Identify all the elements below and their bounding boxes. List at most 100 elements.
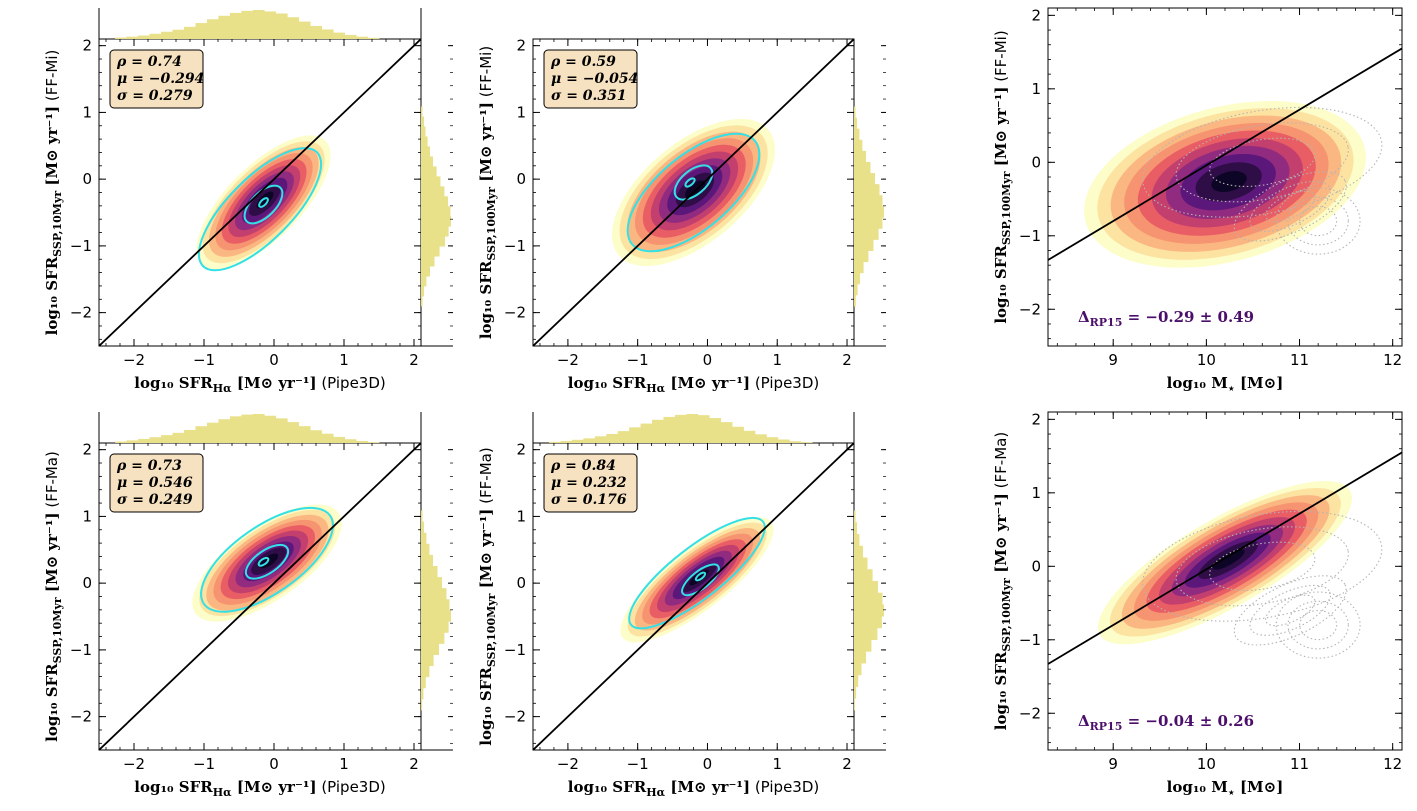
x-tick-label: 0	[703, 755, 713, 773]
hist-right-bar	[421, 246, 440, 257]
y-axis-label: log₁₀ SFRSSP,100Myr [M⊙ yr⁻¹] (FF-Mi)	[992, 30, 1013, 323]
hist-top-bar	[172, 29, 185, 39]
hist-top-bar	[800, 442, 813, 443]
y-tick-label: −1	[504, 237, 526, 255]
hist-right-bar	[421, 676, 426, 689]
hist-top-bar	[183, 429, 196, 443]
hist-right-bar	[421, 236, 445, 247]
y-axis-label: log₁₀ SFRSSP,100Myr [M⊙ yr⁻¹] (FF-Mi)	[477, 46, 498, 339]
hist-top-bar	[617, 431, 630, 443]
y-tick-label: −2	[504, 304, 526, 322]
hist-top-bar	[652, 419, 664, 443]
hist-right-bar	[854, 161, 871, 174]
stats-box	[109, 49, 204, 109]
hist-top-bar	[252, 414, 265, 443]
x-tick-label: 2	[409, 351, 419, 369]
hist-right-bar	[421, 226, 449, 237]
hist-top-bar	[777, 439, 790, 443]
hist-top-bar	[241, 414, 254, 443]
x-tick-label: 12	[1383, 351, 1402, 369]
plot-area	[533, 443, 854, 750]
dotted-contour	[1142, 510, 1383, 622]
x-tick-label: −1	[627, 351, 649, 369]
x-tick-label: 11	[1290, 755, 1309, 773]
hist-right-bar	[854, 557, 868, 570]
y-axis-label: log₁₀ SFRSSP,100Myr [M⊙ yr⁻¹] (FF-Ma)	[992, 432, 1013, 730]
hist-right-bar	[854, 569, 873, 582]
hist-right-bar	[854, 117, 857, 130]
y-tick-label: −2	[1019, 704, 1041, 722]
hist-top-bar	[755, 434, 767, 443]
y-tick-label: 0	[1031, 153, 1041, 171]
hist-right-bar	[854, 545, 863, 558]
stat-rho: ρ = 0.84	[550, 458, 616, 474]
density-contour	[626, 132, 761, 253]
x-tick-label: 1	[339, 351, 349, 369]
plot-area	[1048, 451, 1402, 665]
x-tick-label: 0	[703, 351, 713, 369]
x-tick-label: −1	[193, 755, 215, 773]
stat-mu: μ = −0.054	[551, 71, 638, 87]
hist-right-bar	[421, 599, 450, 611]
hist-top-bar	[206, 422, 219, 443]
hist-top-bar	[344, 34, 357, 39]
y-tick-label: −2	[70, 708, 92, 726]
x-tick-label: −1	[627, 755, 649, 773]
hist-top-bar	[720, 422, 733, 443]
hist-top-bar	[743, 430, 756, 443]
dotted-contour	[1209, 541, 1316, 591]
kde-level	[1211, 171, 1247, 193]
hist-right-bar	[421, 166, 437, 177]
y-tick-label: 0	[82, 170, 92, 188]
hist-right-bar	[854, 217, 883, 229]
hist-top-bar	[229, 416, 242, 443]
hist-right-bar	[854, 663, 862, 676]
hist-right-bar	[854, 604, 884, 617]
hist-right-bar	[421, 106, 423, 117]
hist-top-bar	[126, 36, 139, 39]
dotted-contour	[1265, 594, 1316, 627]
plot-area	[99, 39, 421, 346]
x-tick-label: 11	[1290, 351, 1309, 369]
hist-right-bar	[421, 621, 449, 633]
hist-top-bar	[161, 435, 173, 443]
hist-top-bar	[789, 441, 802, 443]
hist-right-bar	[854, 580, 878, 594]
relation-line	[1048, 451, 1402, 665]
hist-right-bar	[421, 296, 423, 307]
hist-right-bar	[421, 196, 448, 207]
dotted-contour	[1142, 106, 1383, 218]
panel-p01: −2 −1 0 1 2 −2 −1 0 1 2 log₁₀ SFRHα [M⊙ yr⁻¹] (Pip…	[477, 37, 886, 395]
hist-right-bar	[854, 283, 858, 296]
stat-sigma: σ = 0.176	[551, 492, 627, 508]
x-tick-label: 2	[842, 351, 852, 369]
dotted-contour	[1233, 171, 1347, 242]
hist-top-bar	[549, 441, 561, 443]
hist-right-bar	[854, 592, 883, 605]
one-to-one-line	[533, 443, 854, 750]
hist-right-bar	[421, 543, 430, 556]
hist-right-bar	[421, 632, 445, 644]
x-tick-label: 10	[1197, 351, 1216, 369]
panel-p00: −2 −1 0 1 2 −2 −1 0 1 2 log₁₀ SFRHα [M⊙ yr⁻¹] (Pip…	[43, 8, 453, 395]
hist-top-bar	[663, 416, 676, 443]
hist-right-bar	[854, 522, 857, 535]
hist-top-bar	[195, 426, 208, 443]
hist-top-bar	[629, 427, 641, 443]
hist-top-bar	[115, 37, 127, 39]
x-axis-label: log₁₀ SFRHα [M⊙ yr⁻¹] (Pipe3D)	[568, 778, 820, 799]
hist-top-bar	[686, 414, 699, 443]
hist-right-bar	[421, 654, 434, 667]
stat-mu: μ = 0.546	[117, 475, 193, 491]
hist-right-bar	[421, 643, 439, 655]
delta-annotation: ΔRP15 = −0.04 ± 0.26	[1078, 712, 1254, 733]
hist-right-bar	[854, 228, 879, 240]
y-tick-label: 0	[516, 574, 526, 592]
hist-top-bar	[264, 415, 277, 443]
density-contour	[257, 556, 270, 567]
x-tick-label: −1	[193, 351, 215, 369]
hist-right-bar	[854, 173, 875, 185]
y-tick-label: 0	[82, 574, 92, 592]
hist-right-bar	[421, 510, 423, 522]
hist-top-bar	[138, 438, 150, 443]
